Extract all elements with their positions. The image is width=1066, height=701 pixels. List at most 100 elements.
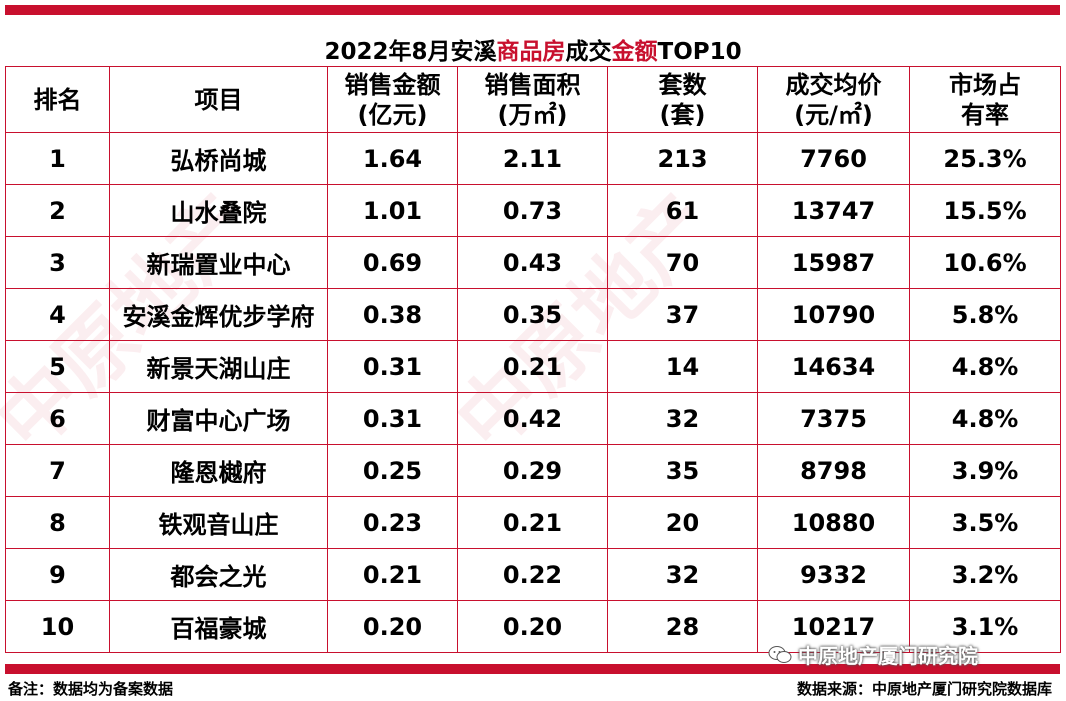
market-share-cell: 10.6%: [908, 236, 1062, 289]
column-header: 销售面积 (万㎡): [457, 66, 608, 133]
rank-cell: 7: [5, 444, 110, 497]
footnote: 备注：数据均为备案数据: [8, 680, 174, 698]
units-cell: 14: [607, 340, 758, 393]
table-title: 2022年8月安溪商品房成交金额TOP10: [5, 32, 1061, 67]
column-header: 市场占 有率: [908, 66, 1062, 133]
column-header-line1: 项目: [194, 85, 243, 114]
table-row: 9 都会之光 0.21 0.22 32 9332 3.2%: [5, 548, 1062, 601]
bottom-accent-bar: [5, 664, 1060, 674]
units-cell: 37: [607, 288, 758, 341]
avg-price-cell: 7760: [757, 132, 910, 185]
data-table-container: 2022年8月安溪商品房成交金额TOP10 排名 项目 销售金额 (亿元) 销售面积 (万…: [5, 32, 1062, 653]
project-name-cell: 新景天湖山庄: [109, 340, 328, 393]
avg-price-cell: 14634: [757, 340, 910, 393]
market-share-cell: 4.8%: [908, 392, 1062, 445]
sales-amount-cell: 0.31: [327, 340, 458, 393]
column-header-line1: 成交均价: [785, 70, 882, 99]
table-header-row: 排名 项目 销售金额 (亿元) 销售面积 (万㎡) 套数 (套) 成交均价 (元/㎡) 市场占 有率: [5, 66, 1062, 133]
units-cell: 213: [607, 132, 758, 185]
sales-area-cell: 0.22: [457, 548, 608, 601]
sales-amount-cell: 0.21: [327, 548, 458, 601]
column-header-line1: 套数: [658, 70, 707, 99]
units-cell: 35: [607, 444, 758, 497]
rank-cell: 1: [5, 132, 110, 185]
rank-cell: 6: [5, 392, 110, 445]
market-share-cell: 5.8%: [908, 288, 1062, 341]
column-header: 套数 (套): [607, 66, 758, 133]
table-row: 1 弘桥尚城 1.64 2.11 213 7760 25.3%: [5, 132, 1062, 185]
avg-price-cell: 13747: [757, 184, 910, 237]
sales-amount-cell: 0.20: [327, 600, 458, 653]
sales-area-cell: 0.43: [457, 236, 608, 289]
market-share-cell: 25.3%: [908, 132, 1062, 185]
project-name-cell: 铁观音山庄: [109, 496, 328, 549]
sales-amount-cell: 1.64: [327, 132, 458, 185]
column-header: 排名: [5, 66, 110, 133]
avg-price-cell: 8798: [757, 444, 910, 497]
sales-amount-cell: 0.31: [327, 392, 458, 445]
project-name-cell: 财富中心广场: [109, 392, 328, 445]
table-row: 6 财富中心广场 0.31 0.42 32 7375 4.8%: [5, 392, 1062, 445]
sales-area-cell: 0.42: [457, 392, 608, 445]
sales-ranking-table: 2022年8月安溪商品房成交金额TOP10 排名 项目 销售金额 (亿元) 销售面积 (万…: [5, 32, 1062, 653]
table-row: 10 百福豪城 0.20 0.20 28 10217 3.1%: [5, 600, 1062, 653]
wechat-watermark: 中原地产厦门研究院: [768, 640, 978, 669]
top-accent-bar: [5, 5, 1060, 15]
column-header-line1: 市场占: [949, 70, 1022, 99]
market-share-cell: 15.5%: [908, 184, 1062, 237]
sales-area-cell: 0.21: [457, 340, 608, 393]
rank-cell: 2: [5, 184, 110, 237]
column-header: 销售金额 (亿元): [327, 66, 458, 133]
units-cell: 20: [607, 496, 758, 549]
column-header-line2: (元/㎡): [794, 100, 873, 129]
table-row: 3 新瑞置业中心 0.69 0.43 70 15987 10.6%: [5, 236, 1062, 289]
sales-amount-cell: 0.38: [327, 288, 458, 341]
column-header-line1: 销售面积: [484, 70, 581, 99]
market-share-cell: 3.2%: [908, 548, 1062, 601]
column-header-line2: (亿元): [357, 100, 428, 129]
data-source: 数据来源：中原地产厦门研究院数据库: [796, 680, 1052, 698]
project-name-cell: 百福豪城: [109, 600, 328, 653]
table-row: 7 隆恩樾府 0.25 0.29 35 8798 3.9%: [5, 444, 1062, 497]
table-row: 5 新景天湖山庄 0.31 0.21 14 14634 4.8%: [5, 340, 1062, 393]
project-name-cell: 弘桥尚城: [109, 132, 328, 185]
sales-area-cell: 0.21: [457, 496, 608, 549]
units-cell: 32: [607, 548, 758, 601]
avg-price-cell: 9332: [757, 548, 910, 601]
avg-price-cell: 7375: [757, 392, 910, 445]
table-row: 2 山水叠院 1.01 0.73 61 13747 15.5%: [5, 184, 1062, 237]
column-header-line2: 有率: [961, 100, 1010, 129]
sales-area-cell: 0.35: [457, 288, 608, 341]
market-share-cell: 3.9%: [908, 444, 1062, 497]
column-header-line1: 排名: [33, 85, 82, 114]
market-share-cell: 4.8%: [908, 340, 1062, 393]
sales-amount-cell: 1.01: [327, 184, 458, 237]
rank-cell: 3: [5, 236, 110, 289]
sales-amount-cell: 0.69: [327, 236, 458, 289]
column-header-line2: (万㎡): [497, 100, 568, 129]
rank-cell: 9: [5, 548, 110, 601]
rank-cell: 10: [5, 600, 110, 653]
avg-price-cell: 15987: [757, 236, 910, 289]
wechat-icon: [768, 645, 792, 665]
market-share-cell: 3.1%: [908, 600, 1062, 653]
avg-price-cell: 10880: [757, 496, 910, 549]
table-row: 4 安溪金辉优步学府 0.38 0.35 37 10790 5.8%: [5, 288, 1062, 341]
sales-amount-cell: 0.25: [327, 444, 458, 497]
project-name-cell: 安溪金辉优步学府: [109, 288, 328, 341]
project-name-cell: 新瑞置业中心: [109, 236, 328, 289]
project-name-cell: 都会之光: [109, 548, 328, 601]
units-cell: 70: [607, 236, 758, 289]
table-body: 1 弘桥尚城 1.64 2.11 213 7760 25.3% 2 山水叠院 1.01 0.73 61…: [5, 132, 1062, 653]
rank-cell: 5: [5, 340, 110, 393]
avg-price-cell: 10217: [757, 600, 910, 653]
units-cell: 28: [607, 600, 758, 653]
table-row: 8 铁观音山庄 0.23 0.21 20 10880 3.5%: [5, 496, 1062, 549]
avg-price-cell: 10790: [757, 288, 910, 341]
sales-area-cell: 0.73: [457, 184, 608, 237]
wechat-label: 中原地产厦门研究院: [798, 644, 978, 668]
column-header-line1: 销售金额: [344, 70, 441, 99]
market-share-cell: 3.5%: [908, 496, 1062, 549]
sales-area-cell: 0.20: [457, 600, 608, 653]
column-header-line2: (套): [659, 100, 706, 129]
